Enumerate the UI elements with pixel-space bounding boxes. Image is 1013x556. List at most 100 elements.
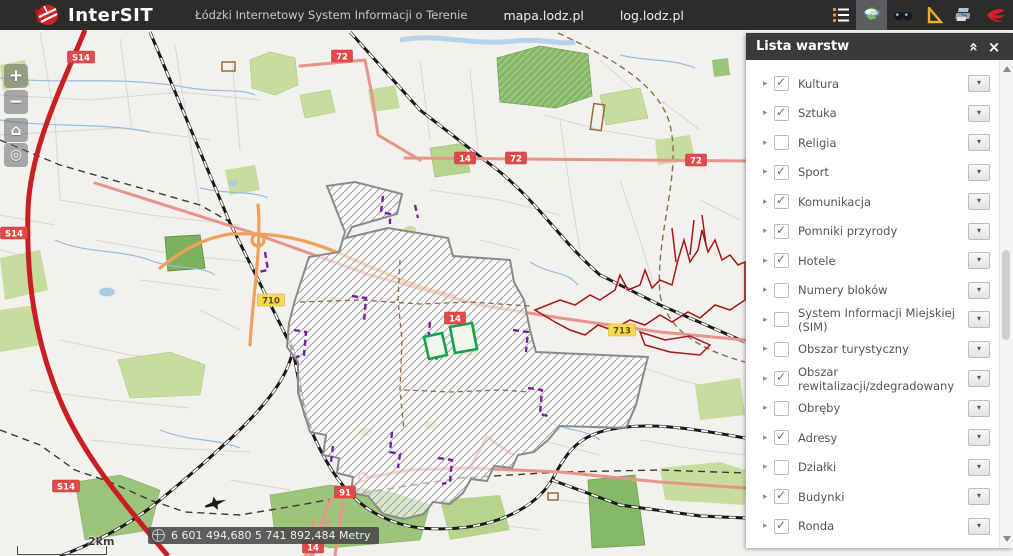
expand-arrow-icon[interactable]: ▸ (763, 344, 768, 355)
layer-checkbox[interactable] (774, 135, 789, 151)
expand-arrow-icon[interactable]: ▸ (763, 403, 768, 414)
layer-options-dropdown[interactable]: ▾ (968, 399, 990, 417)
panel-close-icon[interactable]: × (987, 37, 1001, 56)
intersit-logo-icon (35, 5, 58, 25)
expand-arrow-icon[interactable]: ▸ (763, 432, 768, 443)
layer-label: Działki (798, 460, 837, 475)
layer-row: ▸ Obręby ▾ (746, 394, 1000, 424)
expand-arrow-icon[interactable]: ▸ (763, 255, 768, 266)
lodz-bird-icon[interactable] (980, 0, 1011, 30)
layer-options-dropdown[interactable]: ▾ (968, 163, 990, 181)
map-viewport[interactable]: S14 S14 S14 72 14 72 72 710 14 713 91 14 + − ⌂ ◎ 2k… (0, 29, 1013, 556)
layer-options-dropdown[interactable]: ▾ (968, 488, 990, 506)
home-extent-button[interactable]: ⌂ (4, 118, 28, 142)
print-icon[interactable] (949, 0, 980, 30)
link-log-lodz[interactable]: log.lodz.pl (619, 7, 684, 23)
layer-options-dropdown[interactable]: ▾ (968, 75, 990, 93)
layer-row: ▸ Numery bloków ▾ (746, 276, 1000, 306)
layer-row: ▸ Komunikacja ▾ (746, 187, 1000, 217)
layer-options-dropdown[interactable]: ▾ (968, 104, 990, 122)
expand-arrow-icon[interactable]: ▸ (763, 314, 768, 325)
expand-arrow-icon[interactable]: ▸ (763, 373, 768, 384)
layer-row: ▸ Pomniki przyrody ▾ (746, 217, 1000, 247)
layer-checkbox[interactable] (774, 341, 789, 357)
layer-options-dropdown[interactable]: ▾ (968, 252, 990, 270)
svg-text:14: 14 (459, 155, 471, 165)
expand-arrow-icon[interactable]: ▸ (763, 78, 768, 89)
layer-row: ▸ Sztuka ▾ (746, 99, 1000, 129)
layer-options-dropdown[interactable]: ▾ (968, 517, 990, 535)
top-header-bar: InterSIT Łódzki Internetowy System Infor… (0, 0, 1013, 30)
layer-label: Hotele (798, 253, 836, 268)
layer-options-dropdown[interactable]: ▾ (968, 340, 990, 358)
layer-options-dropdown[interactable]: ▾ (968, 222, 990, 240)
zoom-out-button[interactable]: − (4, 90, 28, 114)
svg-text:91: 91 (339, 489, 351, 499)
zoom-in-button[interactable]: + (4, 64, 28, 88)
layer-checkbox[interactable] (774, 75, 789, 92)
layer-checkbox[interactable] (774, 459, 789, 475)
globe-icon (152, 529, 165, 542)
layer-row: ▸ Adresy ▾ (746, 423, 1000, 453)
scroll-thumb[interactable] (1002, 250, 1010, 340)
airport-icon (204, 496, 227, 510)
scroll-down-icon[interactable] (1003, 536, 1011, 542)
layer-checkbox[interactable] (774, 193, 789, 210)
expand-arrow-icon[interactable]: ▸ (763, 108, 768, 119)
layer-label: Kultura (798, 76, 840, 91)
layer-options-dropdown[interactable]: ▾ (968, 370, 990, 388)
layer-checkbox[interactable] (774, 488, 789, 505)
layer-checkbox[interactable] (774, 105, 789, 121)
svg-text:S14: S14 (5, 230, 23, 240)
layer-checkbox[interactable] (774, 252, 789, 269)
layer-row: ▸ Budynki ▾ (746, 482, 1000, 512)
layer-checkbox[interactable] (774, 223, 789, 239)
expand-arrow-icon[interactable]: ▸ (763, 521, 768, 532)
layers-map-icon[interactable] (856, 0, 887, 30)
urban-outline (533, 214, 746, 356)
layer-checkbox[interactable] (774, 370, 789, 387)
revitalization-area (257, 180, 650, 521)
legend-list-icon[interactable] (825, 0, 856, 30)
layer-checkbox[interactable] (774, 518, 789, 534)
expand-arrow-icon[interactable]: ▸ (763, 196, 768, 207)
layer-row: ▸ Obszar rewitalizacji/zdegradowany ▾ (746, 364, 1000, 394)
binoculars-icon[interactable] (887, 0, 918, 30)
layer-checkbox[interactable] (774, 164, 789, 180)
layer-options-dropdown[interactable]: ▾ (968, 134, 990, 152)
layer-checkbox[interactable] (774, 282, 789, 298)
layer-options-dropdown[interactable]: ▾ (968, 429, 990, 447)
measure-triangle-icon[interactable] (918, 0, 949, 30)
panel-scrollbar[interactable] (999, 60, 1013, 548)
layer-checkbox[interactable] (774, 429, 789, 446)
expand-arrow-icon[interactable]: ▸ (763, 462, 768, 473)
map-canvas[interactable]: S14 S14 S14 72 14 72 72 710 14 713 91 14 (0, 29, 1013, 556)
locate-button[interactable]: ◎ (4, 143, 28, 167)
layer-checkbox[interactable] (774, 400, 789, 416)
layer-options-dropdown[interactable]: ▾ (968, 458, 990, 476)
layers-panel-header: Lista warstw « × (746, 33, 1013, 60)
layer-row: ▸ Obszar turystyczny ▾ (746, 335, 1000, 365)
layer-row: ▸ Kultura ▾ (746, 69, 1000, 99)
scroll-up-icon[interactable] (1003, 66, 1011, 72)
expand-arrow-icon[interactable]: ▸ (763, 285, 768, 296)
layer-options-dropdown[interactable]: ▾ (968, 193, 990, 211)
green-parcel-outlines (422, 321, 479, 361)
panel-collapse-icon[interactable]: « (965, 41, 983, 52)
layer-options-dropdown[interactable]: ▾ (968, 311, 990, 329)
layer-options-dropdown[interactable]: ▾ (968, 281, 990, 299)
layers-panel-title: Lista warstw (756, 39, 850, 54)
layer-label: System Informacji Miejskiej (SIM) (798, 305, 955, 334)
scale-label: 2km (88, 535, 115, 548)
link-mapa-lodz[interactable]: mapa.lodz.pl (503, 7, 584, 23)
road-shields: S14 S14 S14 72 14 72 72 710 14 713 91 14 (0, 49, 707, 554)
expand-arrow-icon[interactable]: ▸ (763, 167, 768, 178)
svg-text:72: 72 (336, 53, 348, 63)
layer-checkbox[interactable] (774, 312, 789, 328)
expand-arrow-icon[interactable]: ▸ (763, 226, 768, 237)
expand-arrow-icon[interactable]: ▸ (763, 491, 768, 502)
expand-arrow-icon[interactable]: ▸ (763, 137, 768, 148)
svg-text:713: 713 (613, 327, 631, 337)
svg-text:72: 72 (690, 157, 702, 167)
